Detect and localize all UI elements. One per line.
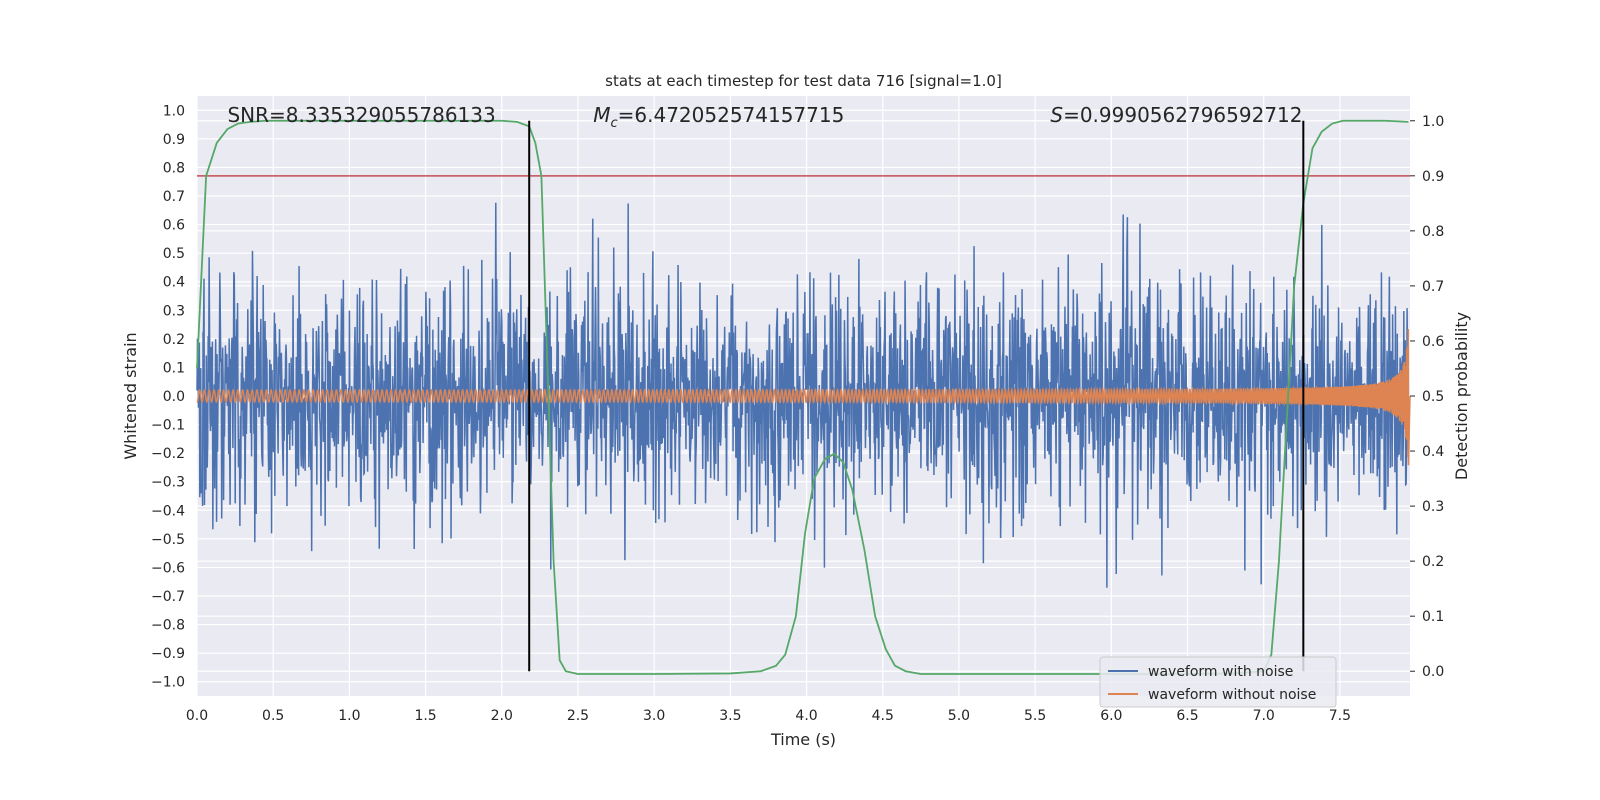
y2-axis-label: Detection probability xyxy=(1452,312,1471,480)
y-tick-label: 0.4 xyxy=(163,275,185,291)
x-tick-label: 7.0 xyxy=(1253,708,1275,724)
y2-tick-label: 0.6 xyxy=(1422,334,1444,350)
y-tick-label: 0.2 xyxy=(163,332,185,348)
y-tick-label: −0.3 xyxy=(151,475,185,491)
x-tick-label: 6.5 xyxy=(1176,708,1198,724)
x-tick-label: 7.5 xyxy=(1329,708,1351,724)
series-waveform-with-noise xyxy=(196,202,1410,588)
mc-symbol: M xyxy=(593,103,610,127)
y2-tick-label: 1.0 xyxy=(1422,114,1444,130)
x-tick-label: 0.0 xyxy=(186,708,208,724)
x-tick-label: 5.5 xyxy=(1024,708,1046,724)
y-tick-label: 0.3 xyxy=(163,303,185,319)
x-tick-label: 2.5 xyxy=(567,708,589,724)
y-tick-label: −0.6 xyxy=(151,560,185,576)
x-tick-label: 3.5 xyxy=(719,708,741,724)
x-tick-label: 1.0 xyxy=(338,708,360,724)
s-annotation: S=0.9990562796592712 xyxy=(1050,103,1302,127)
y2-tick-label: 0.7 xyxy=(1422,279,1444,295)
x-tick-label: 1.5 xyxy=(414,708,436,724)
y-tick-label: −0.8 xyxy=(151,618,185,634)
y2-tick-label: 0.2 xyxy=(1422,554,1444,570)
s-symbol: S xyxy=(1050,103,1063,127)
y-tick-label: 0.0 xyxy=(163,389,185,405)
chart-title: stats at each timestep for test data 716… xyxy=(605,72,1002,90)
ticks: 0.0 0.5 1.0 1.5 2.0 2.5 3.0 3.5 4.0 4.5 5.0 5.5 6.0 6… xyxy=(151,103,1444,724)
x-tick-label: 3.0 xyxy=(643,708,665,724)
snr-annotation: SNR=8.335329055786133 xyxy=(227,103,495,127)
series xyxy=(196,202,1411,588)
y-tick-label: −0.7 xyxy=(151,589,185,605)
y-tick-label: 0.7 xyxy=(163,189,185,205)
y-tick-label: −0.5 xyxy=(151,532,185,548)
legend-box xyxy=(1099,656,1337,708)
y-tick-label: 1.0 xyxy=(163,103,185,119)
y2-tick-label: 0.4 xyxy=(1422,444,1444,460)
mc-value: =6.472052574157715 xyxy=(618,103,845,127)
chirp-mass-annotation: Mc=6.472052574157715 xyxy=(593,103,844,131)
y-axis-label: Whitened strain xyxy=(121,332,140,459)
mc-subscript: c xyxy=(610,116,617,131)
y2-tick-label: 0.3 xyxy=(1422,499,1444,515)
x-tick-label: 4.5 xyxy=(872,708,894,724)
x-tick-label: 4.0 xyxy=(795,708,817,724)
y-tick-label: 0.6 xyxy=(163,218,185,234)
y-tick-label: 0.8 xyxy=(163,160,185,176)
y2-tick-label: 0.5 xyxy=(1422,389,1444,405)
s-value: =0.9990562796592712 xyxy=(1063,103,1302,127)
x-axis-label: Time (s) xyxy=(770,730,836,749)
y-tick-label: −0.9 xyxy=(151,646,185,662)
series-waveform-without-noise xyxy=(196,329,1411,466)
y-tick-label: 0.9 xyxy=(163,132,185,148)
overlays xyxy=(196,119,1410,675)
y-tick-label: 0.1 xyxy=(163,360,185,376)
legend-label-without-noise: waveform without noise xyxy=(1148,687,1316,703)
x-tick-label: 2.0 xyxy=(491,708,513,724)
y2-tick-label: 0.9 xyxy=(1422,169,1444,185)
y-tick-label: −0.1 xyxy=(151,418,185,434)
x-tick-label: 5.0 xyxy=(948,708,970,724)
y2-tick-label: 0.1 xyxy=(1422,609,1444,625)
y-tick-label: −1.0 xyxy=(151,675,185,691)
x-tick-label: 0.5 xyxy=(262,708,284,724)
series-detection-probability xyxy=(196,119,1409,675)
y2-tick-label: 0.0 xyxy=(1422,664,1444,680)
legend-label-with-noise: waveform with noise xyxy=(1148,664,1293,680)
y2-tick-label: 0.8 xyxy=(1422,224,1444,240)
x-tick-label: 6.0 xyxy=(1100,708,1122,724)
y-tick-label: 0.5 xyxy=(163,246,185,262)
y-tick-label: −0.2 xyxy=(151,446,185,462)
y-tick-label: −0.4 xyxy=(151,503,185,519)
legend: waveform with noise waveform without noi… xyxy=(1099,656,1337,708)
